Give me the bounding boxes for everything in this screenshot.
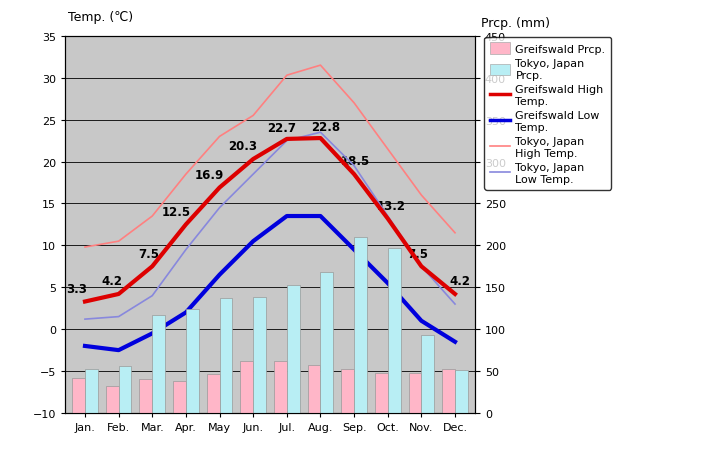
Bar (106, 386, 119, 413)
Bar (354, 237, 367, 413)
Text: 22.7: 22.7 (267, 122, 296, 134)
Bar (274, 361, 287, 413)
Bar (341, 369, 354, 413)
Bar (408, 373, 421, 413)
Text: 13.2: 13.2 (377, 199, 405, 213)
Text: 4.2: 4.2 (102, 274, 122, 288)
Bar (307, 365, 320, 413)
Bar (320, 273, 333, 413)
Text: 4.2: 4.2 (449, 274, 471, 288)
Bar (388, 248, 400, 413)
Text: 22.8: 22.8 (311, 121, 340, 134)
Bar (220, 298, 233, 413)
Text: Temp. (℃): Temp. (℃) (68, 11, 133, 24)
Text: 3.3: 3.3 (66, 282, 87, 295)
Bar (455, 370, 468, 413)
Bar (207, 374, 220, 413)
Bar (240, 361, 253, 413)
Bar (140, 380, 152, 413)
Text: 20.3: 20.3 (228, 140, 258, 153)
Bar (287, 285, 300, 413)
Legend: Greifswald Prcp., Tokyo, Japan
Prcp., Greifswald High
Temp., Greifswald Low
Temp: Greifswald Prcp., Tokyo, Japan Prcp., Gr… (485, 38, 611, 190)
Bar (186, 309, 199, 413)
Bar (85, 369, 98, 413)
Text: 18.5: 18.5 (341, 155, 370, 168)
Bar (173, 381, 186, 413)
Bar (119, 366, 132, 413)
Bar (152, 315, 165, 413)
Bar (442, 369, 455, 413)
Text: Prcp. (mm): Prcp. (mm) (481, 17, 550, 30)
Bar (421, 336, 434, 413)
Bar (72, 378, 85, 413)
Text: 7.5: 7.5 (408, 247, 428, 260)
Text: 12.5: 12.5 (161, 205, 190, 218)
Text: 16.9: 16.9 (195, 168, 224, 181)
Text: 7.5: 7.5 (138, 247, 159, 260)
Bar (375, 373, 388, 413)
Bar (253, 298, 266, 413)
